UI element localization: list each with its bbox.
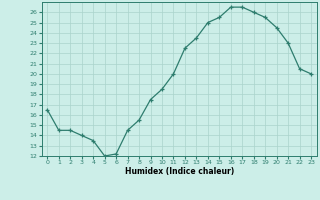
- X-axis label: Humidex (Indice chaleur): Humidex (Indice chaleur): [124, 167, 234, 176]
